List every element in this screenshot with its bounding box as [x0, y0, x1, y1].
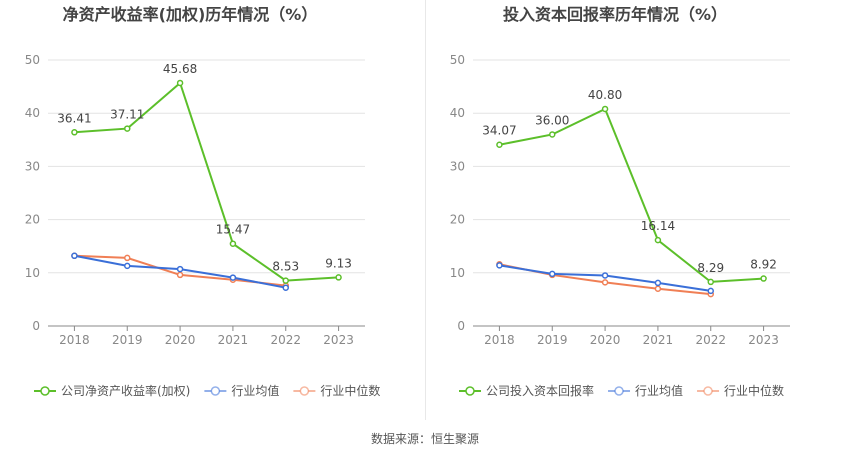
- x-tick-label: 2020: [165, 333, 196, 347]
- data-label: 9.13: [325, 256, 352, 270]
- legend-label: 行业均值: [635, 383, 683, 398]
- data-point: [176, 79, 184, 87]
- x-tick-label: 2018: [484, 333, 515, 347]
- legend-marker: [299, 386, 310, 396]
- legend-label: 公司投入资本回报率: [486, 383, 594, 398]
- data-point: [707, 278, 714, 286]
- data-label: 37.11: [110, 108, 144, 122]
- series-line: [74, 81, 339, 282]
- x-tick-label: 2021: [643, 333, 674, 347]
- data-point: [654, 285, 662, 293]
- data-point: [229, 274, 237, 281]
- x-tick-label: 2019: [537, 333, 568, 347]
- x-tick-label: 2018: [59, 333, 90, 347]
- data-label: 36.00: [535, 113, 569, 127]
- data-label: 8.29: [697, 261, 724, 275]
- legend-item[interactable]: 公司投入资本回报率: [459, 383, 594, 398]
- legend-marker: [40, 386, 50, 396]
- data-label: 8.92: [750, 258, 777, 272]
- data-point: [496, 141, 503, 148]
- data-point: [601, 279, 609, 286]
- chart-title: 净资产收益率(加权)历年情况（%）: [63, 5, 318, 24]
- y-tick-label: 10: [450, 266, 465, 280]
- data-label: 36.41: [57, 111, 91, 125]
- legend-item[interactable]: 行业均值: [608, 383, 683, 398]
- data-point: [707, 287, 714, 295]
- data-point: [282, 277, 289, 284]
- data-label: 40.80: [588, 88, 622, 102]
- data-point: [601, 105, 609, 113]
- data-label: 16.14: [641, 219, 675, 233]
- x-tick-label: 2021: [218, 333, 249, 347]
- data-point: [496, 262, 503, 269]
- data-point: [124, 125, 131, 132]
- x-tick-label: 2023: [323, 333, 354, 347]
- data-label: 34.07: [482, 124, 516, 138]
- y-tick-label: 20: [25, 213, 40, 227]
- data-point: [549, 131, 556, 138]
- y-tick-label: 40: [25, 106, 40, 120]
- data-point: [601, 272, 609, 279]
- legend-label: 行业均值: [231, 383, 279, 398]
- data-label: 8.53: [272, 260, 299, 274]
- legend-item[interactable]: 行业中位数: [697, 383, 784, 398]
- y-tick-label: 10: [25, 266, 40, 280]
- data-point: [176, 265, 184, 273]
- y-tick-label: 40: [450, 106, 465, 120]
- x-tick-label: 2020: [590, 333, 621, 347]
- data-point: [124, 254, 131, 262]
- legend-marker: [703, 386, 713, 396]
- legend-marker: [614, 386, 624, 396]
- x-tick-label: 2022: [270, 333, 301, 347]
- x-tick-label: 2023: [748, 333, 779, 347]
- data-point: [654, 236, 662, 244]
- roe-chart-panel: 净资产收益率(加权)历年情况（%） 0 10 20 30 40 50 2018 2019 2020…: [0, 0, 425, 420]
- legend-item[interactable]: 行业均值: [204, 383, 279, 398]
- panel-divider: [425, 0, 426, 420]
- data-source-note: 数据来源：恒生聚源: [370, 432, 479, 446]
- data-point: [229, 240, 237, 247]
- roic-chart: 投入资本回报率历年情况（%） 0 10 20 30 40 50 2018 2019 2020 202…: [450, 5, 790, 398]
- y-tick-label: 0: [32, 319, 40, 333]
- roic-chart-panel: 投入资本回报率历年情况（%） 0 10 20 30 40 50 2018 2019 2020 202…: [425, 0, 850, 420]
- data-point: [124, 262, 131, 270]
- data-point: [549, 270, 556, 278]
- legend-marker: [210, 386, 221, 396]
- legend-item[interactable]: 行业中位数: [293, 383, 380, 398]
- legend-label: 公司净资产收益率(加权): [61, 383, 190, 398]
- data-point: [282, 284, 289, 291]
- data-point: [654, 279, 662, 287]
- chart-title: 投入资本回报率历年情况（%）: [503, 5, 727, 24]
- legend-label: 行业中位数: [320, 383, 380, 398]
- data-point: [71, 129, 78, 136]
- x-tick-label: 2019: [112, 333, 143, 347]
- y-tick-label: 30: [25, 159, 40, 173]
- data-label: 15.47: [216, 223, 250, 237]
- data-point: [760, 275, 767, 282]
- legend-item[interactable]: 公司净资产收益率(加权): [34, 383, 190, 398]
- y-tick-label: 20: [450, 213, 465, 227]
- data-point: [335, 274, 342, 281]
- roe-chart: 净资产收益率(加权)历年情况（%） 0 10 20 30 40 50 2018 2019 2020…: [25, 5, 381, 398]
- data-point: [176, 271, 184, 279]
- series-line: [499, 107, 764, 283]
- y-tick-label: 50: [450, 53, 465, 67]
- legend-marker: [465, 386, 475, 396]
- legend-label: 行业中位数: [724, 383, 784, 398]
- data-point: [71, 252, 78, 260]
- y-tick-label: 0: [457, 319, 465, 333]
- data-label: 45.68: [163, 62, 197, 76]
- y-tick-label: 50: [25, 53, 40, 67]
- y-tick-label: 30: [450, 159, 465, 173]
- x-tick-label: 2022: [695, 333, 726, 347]
